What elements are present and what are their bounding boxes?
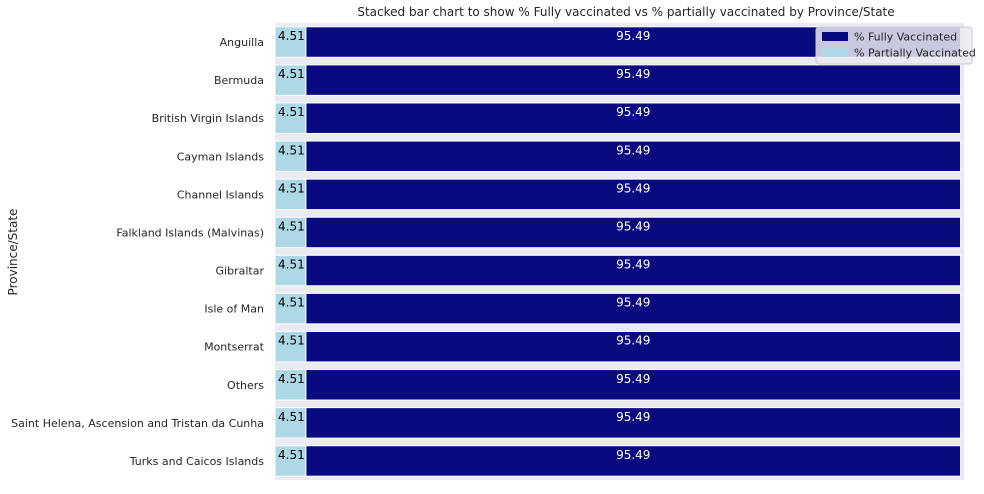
data-label: 95.49 <box>616 29 650 43</box>
bar-segment <box>274 330 307 363</box>
y-tick-label: Gibraltar <box>216 265 265 278</box>
data-label: 4.51 <box>278 105 305 119</box>
bar-segment <box>274 216 307 249</box>
data-label: 4.51 <box>278 143 305 157</box>
y-tick-label: Channel Islands <box>177 188 264 201</box>
bar-segment <box>274 407 307 439</box>
bar-segment <box>305 407 962 439</box>
bar-segment <box>305 254 962 287</box>
data-label: 4.51 <box>278 296 305 310</box>
plot-area <box>275 23 964 480</box>
legend-box <box>815 26 973 65</box>
y-tick-label: Others <box>227 379 264 392</box>
data-label: 4.51 <box>278 219 305 233</box>
data-label: 95.49 <box>616 67 650 81</box>
bar-segment <box>274 64 307 96</box>
bar-segment <box>305 216 962 249</box>
y-tick-label: British Virgin Islands <box>152 112 265 125</box>
legend-swatch <box>822 32 848 41</box>
chart-title: Stacked bar chart to show % Fully vaccin… <box>357 5 894 19</box>
y-axis-label: Province/State <box>6 209 20 296</box>
legend-swatch <box>822 48 848 57</box>
bar-segment <box>305 330 962 363</box>
y-tick-label: Falkland Islands (Malvinas) <box>116 226 264 239</box>
bar-segment <box>274 26 307 58</box>
data-label: 4.51 <box>278 181 305 195</box>
data-label: 95.49 <box>616 219 650 233</box>
data-label: 4.51 <box>278 448 305 462</box>
bar-segment <box>274 140 307 173</box>
bar-segment <box>305 369 962 401</box>
data-label: 4.51 <box>278 29 305 43</box>
data-label: 4.51 <box>278 372 305 386</box>
y-tick-labels: Anguilla Bermuda British Virgin Islands Cay… <box>11 36 265 468</box>
y-tick-label: Anguilla <box>220 36 264 49</box>
data-label: 4.51 <box>278 334 305 348</box>
bar-segment <box>305 292 962 325</box>
y-tick-label: Saint Helena, Ascension and Tristan da C… <box>11 417 264 430</box>
data-label: 4.51 <box>278 258 305 272</box>
bar-segment <box>305 178 962 211</box>
y-tick-label: Bermuda <box>214 74 264 87</box>
bar-segment <box>305 64 962 96</box>
legend: % Fully Vaccinated % Partially Vaccinated <box>815 26 976 65</box>
y-tick-label: Isle of Man <box>204 303 264 316</box>
y-tick-label: Montserrat <box>204 341 265 354</box>
data-label: 4.51 <box>278 67 305 81</box>
bar-segment <box>305 102 962 134</box>
legend-label: % Fully Vaccinated <box>854 31 957 44</box>
legend-label: % Partially Vaccinated <box>854 47 976 60</box>
bar-segment <box>274 254 307 287</box>
data-label: 95.49 <box>616 181 650 195</box>
data-label: 95.49 <box>616 410 650 424</box>
data-label: 95.49 <box>616 258 650 272</box>
bar-segment <box>305 140 962 173</box>
data-label: 4.51 <box>278 410 305 424</box>
bar-segment <box>274 178 307 211</box>
data-label: 95.49 <box>616 296 650 310</box>
data-label: 95.49 <box>616 448 650 462</box>
data-label: 95.49 <box>616 372 650 386</box>
y-tick-label: Cayman Islands <box>177 150 265 163</box>
y-tick-label: Turks and Caicos Islands <box>129 455 265 468</box>
bar-segment <box>274 369 307 401</box>
bar-segment <box>305 445 962 477</box>
data-label: 95.49 <box>616 143 650 157</box>
data-label: 95.49 <box>616 105 650 119</box>
data-label: 95.49 <box>616 334 650 348</box>
